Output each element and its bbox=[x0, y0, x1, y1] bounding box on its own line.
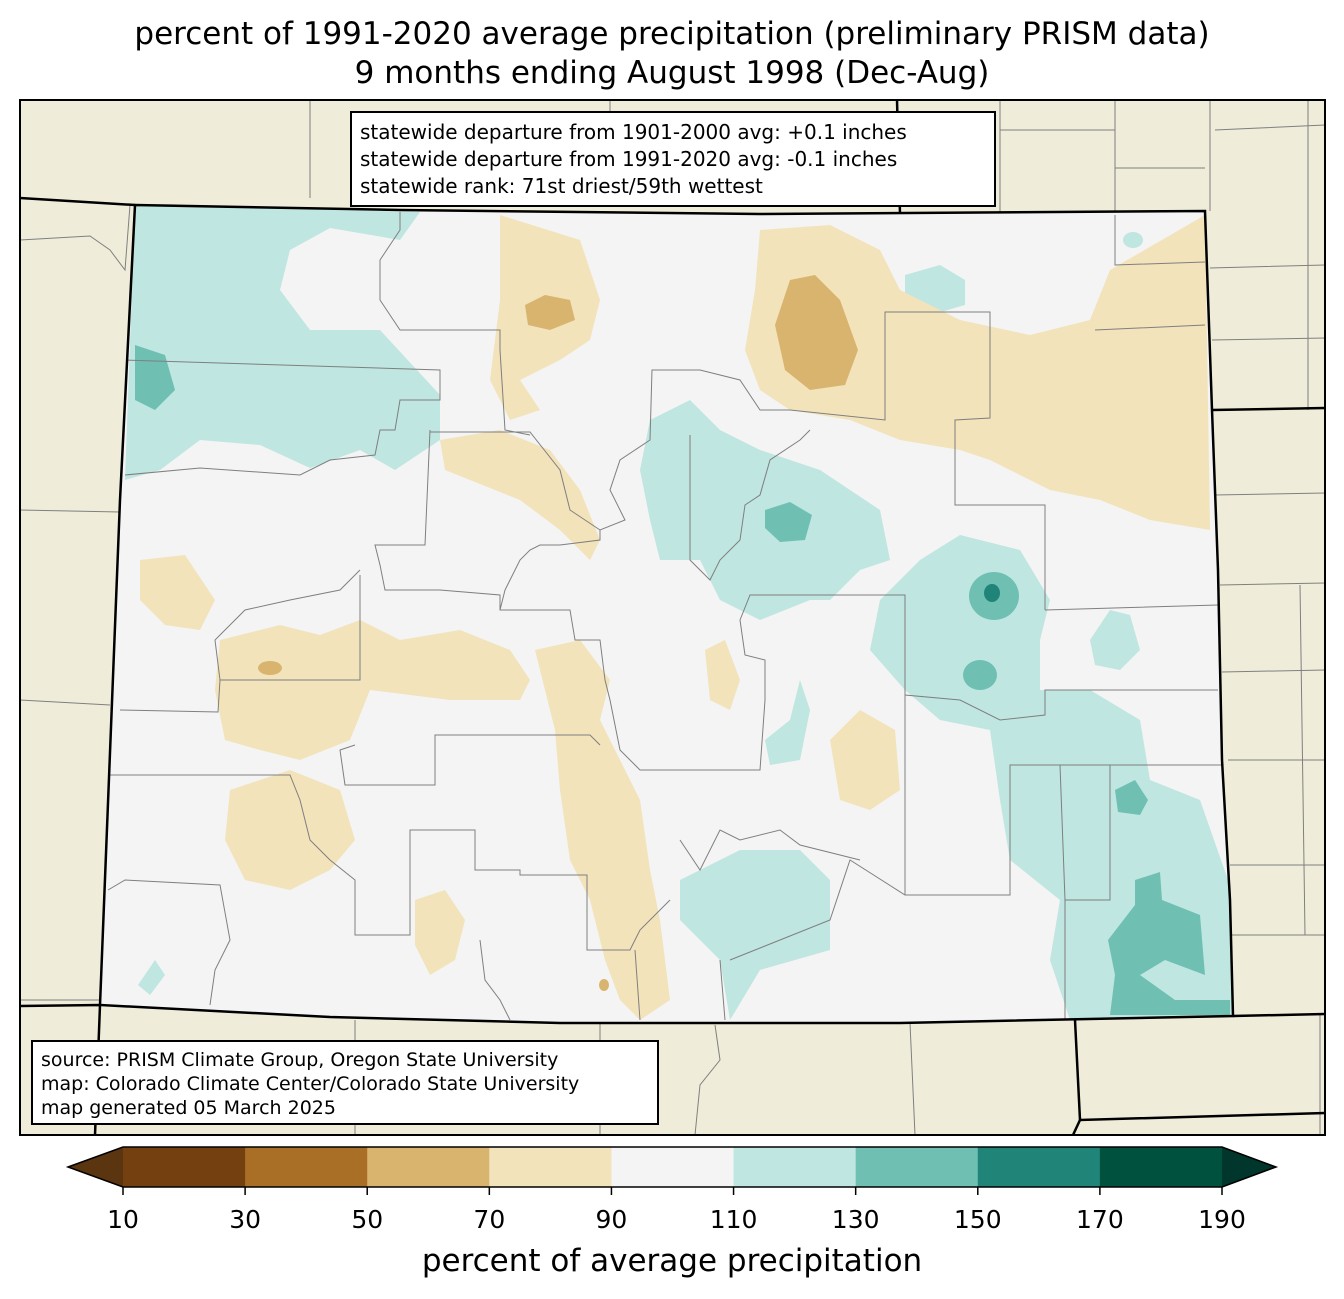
south-central-dry-patch bbox=[415, 890, 465, 975]
colorbar bbox=[65, 1146, 1279, 1195]
colorado-state-border bbox=[98, 203, 1235, 1025]
colorbar-tick-label: 190 bbox=[1198, 1205, 1246, 1234]
ne-wet-patch bbox=[1123, 232, 1143, 248]
nw-wet-region bbox=[125, 205, 440, 480]
west-dry-region bbox=[215, 620, 530, 760]
colorbar-tick-label: 170 bbox=[1076, 1205, 1124, 1234]
central-north-dry-patch bbox=[440, 430, 600, 560]
colorbar-tick-label: 30 bbox=[229, 1205, 262, 1234]
west-dry-core bbox=[258, 661, 282, 675]
colorbar-tick-label: 10 bbox=[107, 1205, 139, 1234]
colorado-county-lines bbox=[107, 212, 1222, 1021]
colorbar-segment bbox=[367, 1147, 490, 1187]
colorbar-tick-label: 90 bbox=[595, 1205, 628, 1234]
sw-dry-region bbox=[225, 770, 355, 890]
much-drier-areas bbox=[258, 275, 858, 991]
northeast-dry-region bbox=[745, 215, 1210, 530]
source-box: source: PRISM Climate Group, Oregon Stat… bbox=[31, 1040, 659, 1125]
colorbar-segment bbox=[489, 1147, 612, 1187]
stats-line-2: statewide departure from 1991-2020 avg: … bbox=[360, 147, 898, 171]
colorbar-segment bbox=[1099, 1147, 1223, 1187]
statewide-stats-box: statewide departure from 1901-2000 avg: … bbox=[350, 111, 996, 207]
north-dry-core bbox=[525, 295, 575, 330]
colorbar-segment bbox=[123, 1147, 246, 1187]
colorbar-segment bbox=[245, 1147, 368, 1187]
south-dry-patch bbox=[830, 710, 900, 810]
sw-wet-patch bbox=[138, 960, 165, 995]
map-frame bbox=[19, 99, 1326, 1136]
se-wet-core bbox=[1115, 780, 1148, 815]
plains-wet-core-south bbox=[963, 660, 997, 690]
colorbar-segment bbox=[611, 1147, 735, 1187]
colorbar-segment bbox=[733, 1147, 857, 1187]
colorbar-title: percent of average precipitation bbox=[421, 1243, 923, 1279]
central-dry-patch bbox=[705, 640, 740, 710]
wettest-spot bbox=[984, 584, 1000, 602]
source-line-3: map generated 05 March 2025 bbox=[41, 1097, 336, 1119]
colorbar-tick-label: 50 bbox=[351, 1205, 384, 1234]
colorbar-segment bbox=[855, 1147, 979, 1187]
west-dry-patch bbox=[140, 555, 215, 630]
south-dry-core bbox=[599, 979, 609, 991]
stats-line-3: statewide rank: 71st driest/59th wettest bbox=[360, 174, 763, 198]
colorbar-under-arrow bbox=[68, 1147, 123, 1187]
colorbar-over-arrow bbox=[1222, 1147, 1276, 1187]
colorbar-segment bbox=[977, 1147, 1101, 1187]
stats-line-1: statewide departure from 1901-2000 avg: … bbox=[360, 120, 907, 144]
se-corner-wet-core bbox=[1108, 872, 1230, 1015]
source-line-1: source: PRISM Climate Group, Oregon Stat… bbox=[41, 1049, 559, 1071]
source-line-2: map: Colorado Climate Center/Colorado St… bbox=[41, 1073, 580, 1095]
colorbar-tick-label: 70 bbox=[473, 1205, 506, 1234]
front-range-wet-core bbox=[765, 502, 812, 542]
map-subtitle: 9 months ending August 1998 (Dec-Aug) bbox=[354, 55, 990, 91]
colorbar-tick-label: 150 bbox=[953, 1205, 1002, 1234]
map-title: percent of 1991-2020 average precipitati… bbox=[134, 16, 1210, 52]
precip-anomaly-field bbox=[20, 198, 1233, 1023]
northeast-dry-core bbox=[775, 275, 858, 390]
south-plains-wet-patch bbox=[765, 680, 810, 765]
colorbar-tick-label: 110 bbox=[709, 1205, 758, 1234]
drier-than-normal-areas bbox=[140, 215, 1210, 1020]
colorbar-tick-label: 130 bbox=[831, 1205, 880, 1234]
east-wet-patch bbox=[1090, 610, 1140, 670]
se-wet-region bbox=[680, 850, 830, 1020]
